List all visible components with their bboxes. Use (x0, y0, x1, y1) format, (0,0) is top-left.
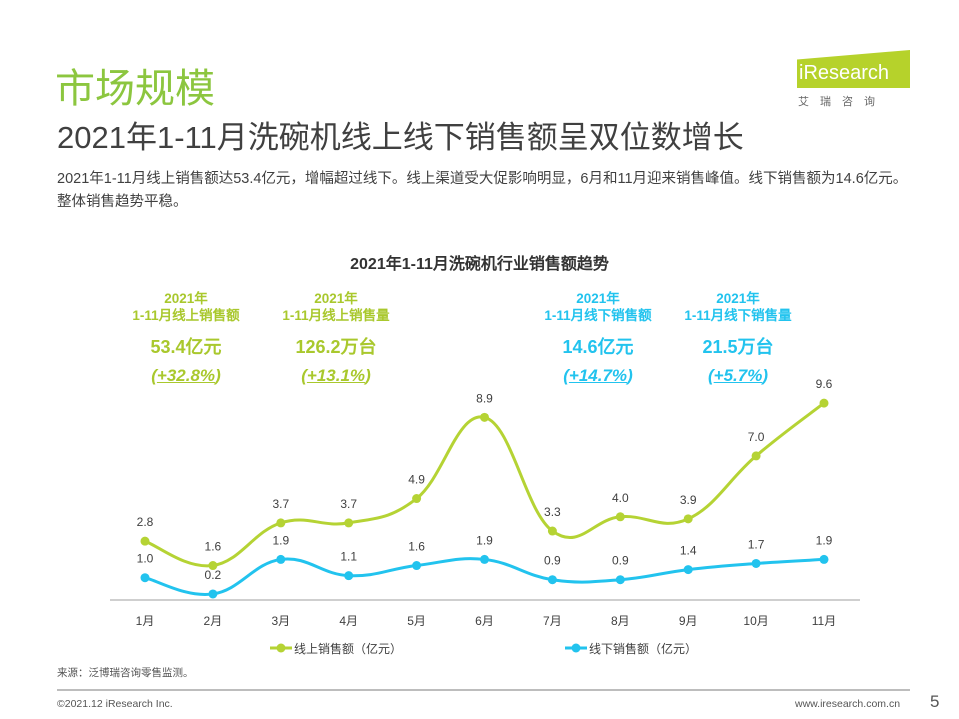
x-tick-label: 3月 (271, 614, 290, 628)
data-label: 1.0 (137, 552, 154, 566)
data-point (412, 561, 422, 571)
data-point (751, 451, 761, 461)
footer-divider (57, 689, 910, 691)
data-point (412, 494, 422, 504)
legend-marker (571, 643, 581, 653)
kpi-year: 2021年 (576, 291, 620, 306)
data-point (344, 518, 354, 528)
copyright: ©2021.12 iResearch Inc. (57, 698, 173, 710)
data-point (140, 573, 150, 583)
data-label: 9.6 (816, 377, 833, 391)
x-tick-label: 7月 (543, 614, 562, 628)
data-point (683, 565, 693, 575)
data-point (683, 514, 693, 524)
data-label: 1.9 (272, 533, 289, 547)
data-point (140, 536, 150, 546)
data-label: 0.9 (612, 554, 629, 568)
kpi-label: 1-11月线上销售量 (282, 308, 390, 323)
data-point (480, 412, 489, 422)
x-tick-label: 1月 (136, 614, 155, 628)
data-label: 1.9 (476, 533, 493, 547)
section-title: 市场规模 (55, 67, 215, 111)
data-label: 0.2 (205, 568, 222, 582)
kpi-year: 2021年 (314, 291, 358, 306)
x-tick-label: 4月 (339, 614, 358, 628)
data-label: 0.9 (544, 554, 561, 568)
data-point (615, 512, 625, 522)
data-label: 1.7 (748, 537, 765, 551)
x-tick-label: 11月 (812, 614, 836, 628)
data-label: 4.9 (408, 473, 425, 487)
kpi-value: 14.6亿元 (562, 337, 634, 357)
website-url: www.iresearch.com.cn (795, 698, 901, 710)
x-tick-label: 2月 (204, 614, 223, 628)
data-point (344, 571, 354, 581)
data-label: 2.8 (137, 515, 154, 529)
kpi-label: 1-11月线下销售额 (544, 308, 652, 323)
x-tick-label: 8月 (611, 614, 630, 628)
data-label: 3.3 (544, 505, 561, 519)
kpi-offline-volume: 2021年 1-11月线下销售量 21.5万台 (+5.7%) (663, 290, 813, 386)
data-point (547, 526, 557, 536)
data-label: 3.7 (340, 497, 357, 511)
kpi-value: 21.5万台 (702, 337, 774, 357)
data-point (208, 589, 218, 599)
kpi-online-volume: 2021年 1-11月线上销售量 126.2万台 (+13.1%) (261, 290, 411, 386)
kpi-growth: (+13.1%) (301, 366, 371, 385)
page-title: 2021年1-11月洗碗机线上线下销售额呈双位数增长 (57, 120, 744, 155)
kpi-growth: (+5.7%) (707, 366, 769, 385)
data-label: 1.9 (816, 533, 833, 547)
data-label: 4.0 (612, 491, 629, 505)
series-line-offline (144, 557, 825, 596)
data-point (615, 575, 625, 585)
data-point (751, 558, 761, 568)
data-point (819, 554, 829, 564)
data-label: 3.9 (680, 493, 697, 507)
data-point (819, 398, 829, 408)
kpi-value: 53.4亿元 (150, 337, 222, 357)
data-label: 8.9 (476, 391, 493, 405)
kpi-year: 2021年 (164, 291, 208, 306)
kpi-online-sales: 2021年 1-11月线上销售额 53.4亿元 (+32.8%) (111, 290, 261, 386)
data-label: 7.0 (748, 430, 765, 444)
data-point (276, 554, 286, 564)
x-tick-label: 6月 (475, 614, 494, 628)
data-label: 1.4 (680, 544, 697, 558)
kpi-growth: (+14.7%) (563, 366, 633, 385)
data-point (480, 554, 489, 564)
kpi-label: 1-11月线下销售量 (684, 308, 792, 323)
legend-label: 线下销售额（亿元） (589, 641, 697, 656)
kpi-year: 2021年 (716, 291, 760, 306)
kpi-value: 126.2万台 (295, 337, 377, 357)
legend-label: 线上销售额（亿元） (294, 641, 402, 656)
data-point (276, 518, 286, 528)
data-label: 3.7 (272, 497, 289, 511)
legend-marker (276, 643, 286, 653)
data-label: 1.1 (340, 550, 357, 564)
description: 2021年1-11月线上销售额达53.4亿元，增幅超过线下。线上渠道受大促影响明… (57, 171, 908, 210)
data-label: 1.6 (408, 540, 425, 554)
iresearch-logo: iResearch 艾瑞咨询 (792, 50, 910, 112)
source-note: 来源：泛博瑞咨询零售监测。 (57, 667, 194, 679)
kpi-label: 1-11月线上销售额 (132, 308, 240, 323)
logo-cn: 艾瑞咨询 (798, 96, 886, 108)
x-tick-label: 5月 (407, 614, 426, 628)
kpi-offline-sales: 2021年 1-11月线下销售额 14.6亿元 (+14.7%) (523, 290, 673, 386)
x-tick-label: 10月 (743, 614, 768, 628)
data-label: 1.6 (205, 540, 222, 554)
chart-title: 2021年1-11月洗碗机行业销售额趋势 (350, 256, 609, 273)
page-number: 5 (930, 692, 940, 711)
x-tick-label: 9月 (679, 614, 698, 628)
kpi-growth: (+32.8%) (151, 366, 221, 385)
logo-text: iResearch (799, 62, 890, 84)
data-point (547, 575, 557, 585)
data-point (208, 561, 218, 571)
